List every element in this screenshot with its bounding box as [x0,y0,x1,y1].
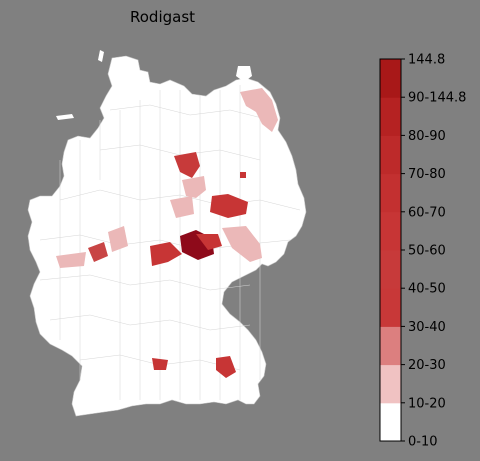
map-title: Rodigast [130,8,196,26]
colorbar-tick-label: 50-60 [408,244,446,259]
island-ruegen [236,66,252,82]
highlighted-districts [56,88,278,378]
district-west-light [108,226,128,252]
colorbar-segment [380,173,401,213]
district-north-central [174,152,200,178]
colorbar-tick-label: 40-50 [408,282,446,297]
colorbar-segments [380,59,401,442]
colorbar-ticks: 0-10 10-20 20-30 30-40 40-50 50-60 60-70 70-80 8… [401,53,466,450]
district-south-west [152,358,168,370]
district-east-small [240,172,246,178]
colorbar-tick-label: 30-40 [408,320,446,335]
colorbar-segment [380,211,401,251]
colorbar-segment [380,135,401,175]
district-central-light-2 [170,196,194,218]
colorbar-segment [380,364,401,404]
colorbar-segment [380,97,401,136]
colorbar-segment [380,59,401,98]
district-center-medium [196,234,222,250]
colorbar-segment [380,402,401,442]
colorbar-tick-label: 20-30 [408,358,446,373]
district-south-east [216,356,236,378]
colorbar-tick-label: 60-70 [408,205,446,220]
district-west-medium [88,242,108,262]
colorbar-tick-label: 0-10 [408,435,438,450]
colorbar-tick-label: 90-144.8 [408,91,466,106]
district-east-light [222,226,262,262]
island-north [56,114,74,120]
colorbar-segment [380,326,401,366]
germany-land [27,55,307,417]
island-sylt [98,50,104,62]
colorbar-tick-label: 144.8 [408,53,445,68]
district-center-west [150,242,182,266]
district-east-medium [210,194,248,218]
colorbar-segment [380,250,401,289]
colorbar-segment [380,288,401,327]
colorbar-tick-label: 10-20 [408,396,446,411]
district-northeast-light [240,88,278,132]
district-west-lighter [56,252,86,268]
district-central-light-1 [182,176,206,198]
colorbar-tick-label: 80-90 [408,129,446,144]
colorbar-tick-label: 70-80 [408,167,446,182]
